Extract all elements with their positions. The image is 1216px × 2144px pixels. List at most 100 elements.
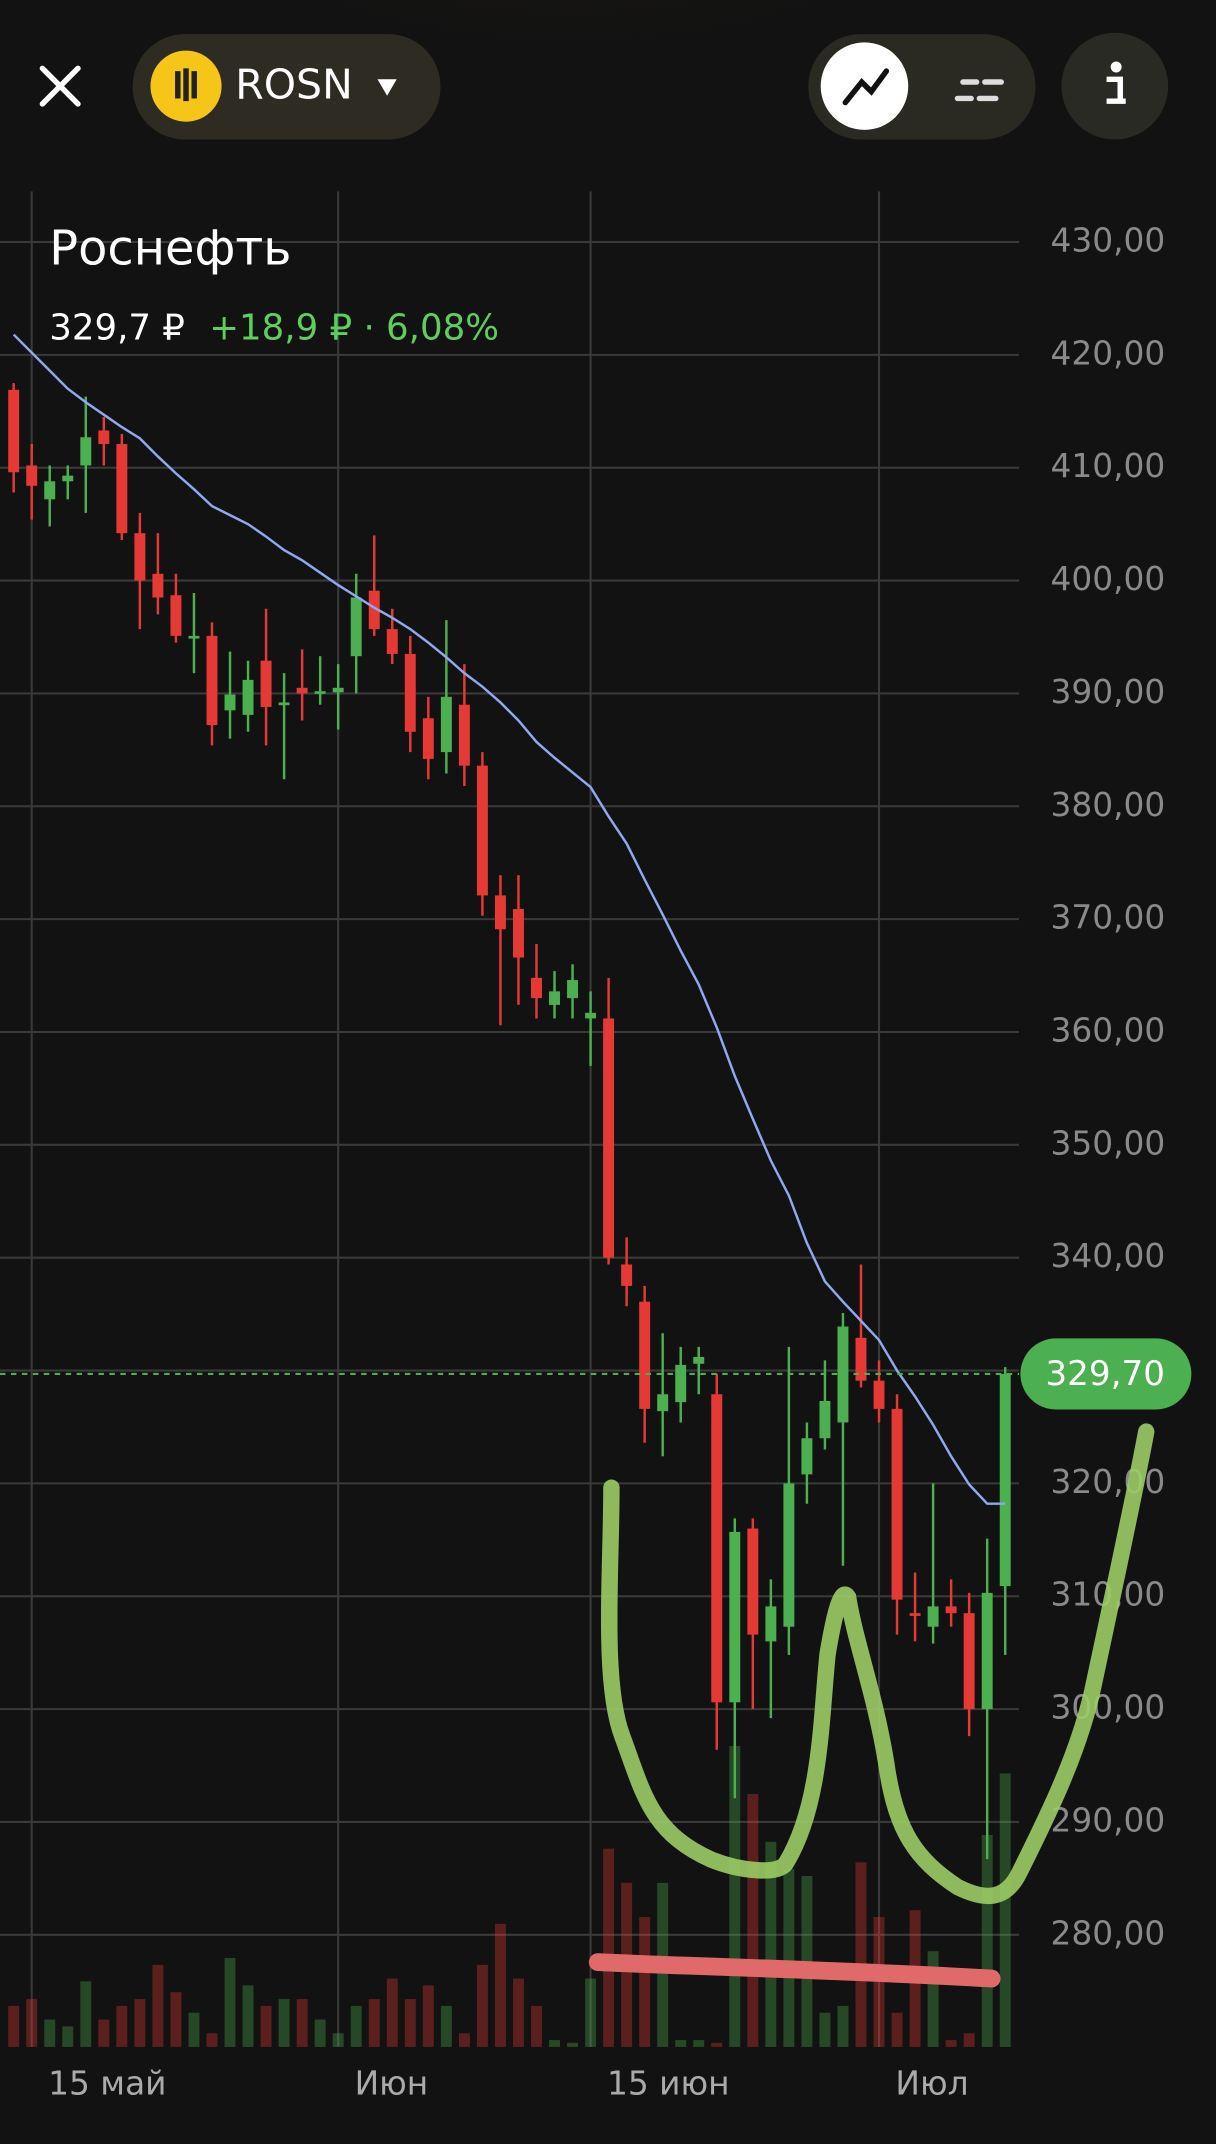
y-tick-label: 300,00 xyxy=(1050,1689,1165,1727)
candle-body xyxy=(26,465,38,486)
line-icon xyxy=(842,68,890,106)
volume-bar xyxy=(711,2042,723,2047)
candle-body xyxy=(44,481,56,500)
volume-bar xyxy=(386,1978,398,2047)
volume-bar xyxy=(549,2040,560,2047)
y-tick-label: 420,00 xyxy=(1050,334,1165,372)
candle-body xyxy=(494,895,506,930)
candle-body xyxy=(909,1613,921,1616)
candle-body xyxy=(639,1301,651,1409)
volume-bar xyxy=(927,1951,939,2047)
y-tick-label: 350,00 xyxy=(1050,1124,1165,1162)
candle-body xyxy=(711,1394,723,1703)
volume-bar xyxy=(152,1964,164,2047)
volume-bar xyxy=(531,2005,542,2047)
volume-bar xyxy=(855,1862,867,2047)
candle-body xyxy=(621,1264,633,1286)
chart: 430,00 420,00 410,00 400,00 390,00 380,00 370,… xyxy=(0,191,1192,2103)
dropdown-arrow xyxy=(377,79,397,96)
instrument-name: Роснефть xyxy=(49,222,291,277)
drawn-pattern xyxy=(600,1423,1155,1905)
candle-body xyxy=(891,1408,903,1600)
volume-bar xyxy=(765,1841,777,2047)
volume-bar xyxy=(8,2005,20,2047)
volume-bar xyxy=(224,1958,236,2047)
volume-bar xyxy=(26,1999,38,2047)
volume-bar xyxy=(567,2042,579,2047)
volume-bar xyxy=(314,2019,326,2047)
candle-body xyxy=(404,653,416,732)
y-tick-label: 360,00 xyxy=(1050,1011,1165,1049)
candle-body xyxy=(999,1373,1011,1587)
candle-body xyxy=(152,573,164,598)
volume-bar xyxy=(494,1923,506,2047)
candle-body xyxy=(783,1483,795,1627)
candle-body xyxy=(386,629,398,654)
candle-body xyxy=(603,1018,615,1258)
last-price-badge xyxy=(1020,1338,1192,1410)
volume-bar xyxy=(296,1999,308,2047)
candle-body xyxy=(98,430,110,445)
x-tick-label: Июн xyxy=(355,2065,429,2103)
candle-body xyxy=(512,908,524,958)
volume-bar xyxy=(999,1773,1011,2047)
volume-bar xyxy=(368,1999,380,2047)
candle-body xyxy=(368,590,380,630)
volume-bar xyxy=(819,2012,831,2047)
volume-bar xyxy=(170,1992,182,2047)
candle-body xyxy=(567,980,579,999)
volume-bar xyxy=(512,1978,524,2047)
candle-body xyxy=(873,1380,885,1409)
price-change: +18,9 ₽ · 6,08% xyxy=(209,308,499,349)
y-tick-label: 340,00 xyxy=(1050,1237,1165,1275)
volume-bar xyxy=(747,1793,759,2047)
volume-bar xyxy=(837,2005,849,2047)
candle-body xyxy=(747,1528,759,1635)
volume-bar xyxy=(783,1869,795,2047)
ticker: ROSN xyxy=(235,61,353,109)
candle-body xyxy=(260,660,272,707)
volume-bar xyxy=(80,1981,92,2047)
candle-body xyxy=(693,1356,705,1364)
candle-body xyxy=(350,597,362,657)
x-tick-label: 15 май xyxy=(48,2065,166,2103)
y-tick-label: 320,00 xyxy=(1050,1463,1165,1501)
candle-body xyxy=(765,1606,777,1642)
candle-body xyxy=(801,1438,813,1475)
close-button[interactable] xyxy=(39,65,81,107)
candle-body xyxy=(819,1401,831,1439)
candle-body xyxy=(963,1613,975,1710)
volume-bar xyxy=(440,2005,452,2047)
candle-body xyxy=(657,1394,669,1412)
candle-body xyxy=(675,1364,687,1403)
candle-body xyxy=(549,991,560,1005)
candle-body xyxy=(332,687,344,693)
candle-view-button[interactable] xyxy=(954,79,1004,102)
candle-body xyxy=(458,704,470,766)
info-button[interactable] xyxy=(1061,32,1169,140)
candle-body xyxy=(440,696,452,753)
candle-body xyxy=(927,1606,939,1627)
info-icon-dot xyxy=(1110,61,1122,73)
volume-bar xyxy=(332,2033,344,2047)
volume-bar xyxy=(945,2040,957,2047)
info-icon xyxy=(1106,76,1126,104)
volume-bar xyxy=(134,1999,146,2047)
volume-bar xyxy=(476,1964,488,2047)
moving-average xyxy=(12,333,1006,1505)
drawn-support-line xyxy=(588,1953,1001,1988)
volume-bar xyxy=(188,2012,200,2047)
volume-bar xyxy=(675,2040,687,2047)
candle-body xyxy=(278,702,290,706)
candle-body xyxy=(80,437,92,466)
volume-bar xyxy=(963,2033,975,2047)
volume-bar xyxy=(278,1999,290,2047)
candle-body xyxy=(314,691,326,694)
volume-bar xyxy=(891,2012,903,2047)
volume-bar xyxy=(729,1746,741,2047)
last-price-label: 329,70 xyxy=(1045,1354,1165,1394)
candle-body xyxy=(476,765,488,896)
candle-body xyxy=(981,1592,993,1710)
